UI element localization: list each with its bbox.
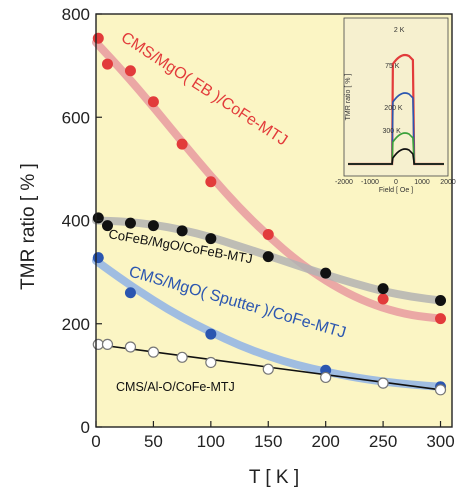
data-point (377, 293, 389, 305)
data-point (92, 338, 104, 350)
y-axis-label: TMR ratio [ % ] (18, 163, 39, 290)
axes (95, 13, 453, 428)
data-point (92, 252, 104, 264)
data-points (92, 32, 447, 396)
data-point (320, 267, 332, 279)
inset-x-tick-label: 2000 (440, 179, 456, 186)
data-point (176, 351, 188, 363)
inset-curve (348, 148, 444, 165)
inset-curve (348, 53, 444, 166)
x-tick-label: 200 (311, 432, 339, 451)
inset-x-tick-label: 1000 (414, 179, 430, 186)
data-point (205, 356, 217, 369)
y-tick-label: 0 (81, 418, 90, 437)
y-tick-label: 800 (62, 5, 90, 24)
y-tick-label: 400 (62, 212, 90, 231)
data-point (320, 371, 332, 384)
series-label: CMS/Al-O/CoFe-MTJ (116, 380, 235, 394)
data-point (434, 384, 447, 396)
inset-temperature-label: 75 K (385, 63, 400, 70)
data-point (205, 176, 217, 188)
inset-temperature-labels: 2 K 75 K 200 K 300 K (382, 27, 404, 135)
data-point (147, 346, 160, 358)
inset-curves (348, 53, 444, 166)
y-tick-label: 200 (62, 315, 90, 334)
data-point (262, 251, 274, 263)
data-point (101, 338, 114, 350)
inset-temperature-label: 200 K (384, 105, 403, 112)
data-point (92, 32, 104, 44)
data-point (124, 65, 136, 77)
tick-labels: 0 50 100 150 200 250 300 0 200 400 600 800 (62, 5, 455, 451)
x-tick-label: 100 (197, 432, 225, 451)
inset-curve (348, 92, 444, 165)
data-point (101, 220, 113, 232)
data-point (147, 96, 159, 108)
inset-curve (348, 132, 444, 165)
data-point (435, 313, 447, 325)
data-point (205, 233, 217, 245)
data-point (377, 377, 389, 389)
x-axis-label: T [ K ] (249, 467, 299, 488)
inset-x-tick-label: 0 (394, 179, 398, 186)
inset-x-tick-label: -2000 (335, 179, 353, 186)
x-tick-label: 300 (426, 432, 454, 451)
inset-x-tick-label: -1000 (361, 179, 379, 186)
inset-plot: -2000 -1000 0 1000 2000 Field [ Oe ] TMR rat… (335, 17, 456, 194)
data-point (262, 228, 274, 240)
data-point (205, 328, 217, 340)
y-tick-label: 600 (62, 108, 90, 127)
data-point (101, 58, 113, 70)
inset-temperature-label: 2 K (394, 27, 405, 34)
inset-y-axis-label: TMR ratio [ % ] (345, 74, 352, 121)
inset-x-axis-label: Field [ Oe ] (379, 187, 413, 194)
data-point (377, 283, 389, 295)
data-point (92, 212, 104, 224)
data-point (124, 341, 137, 353)
data-point (262, 363, 274, 375)
data-point (124, 287, 136, 299)
fit-band-2 (92, 256, 445, 391)
data-point (176, 225, 188, 237)
x-tick-label: 150 (254, 432, 282, 451)
data-point (435, 295, 447, 307)
data-point (124, 217, 136, 229)
x-tick-label: 50 (144, 432, 163, 451)
x-tick-label: 250 (369, 432, 397, 451)
data-point (176, 138, 188, 150)
x-tick-label: 0 (91, 432, 100, 451)
data-point (147, 220, 159, 232)
series-label-part: CMS/Al-O/CoFe-MTJ (116, 380, 235, 394)
inset-temperature-label: 300 K (382, 128, 401, 135)
inset-tick-labels: -2000 -1000 0 1000 2000 (335, 179, 456, 186)
